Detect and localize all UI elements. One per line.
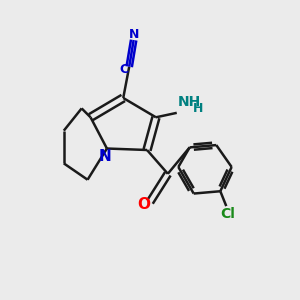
Text: O: O (137, 197, 150, 212)
Text: NH: NH (178, 94, 202, 109)
Text: C: C (119, 63, 128, 76)
Text: N: N (129, 28, 140, 41)
Text: H: H (193, 102, 203, 115)
Text: Cl: Cl (220, 206, 235, 220)
Text: N: N (99, 149, 112, 164)
